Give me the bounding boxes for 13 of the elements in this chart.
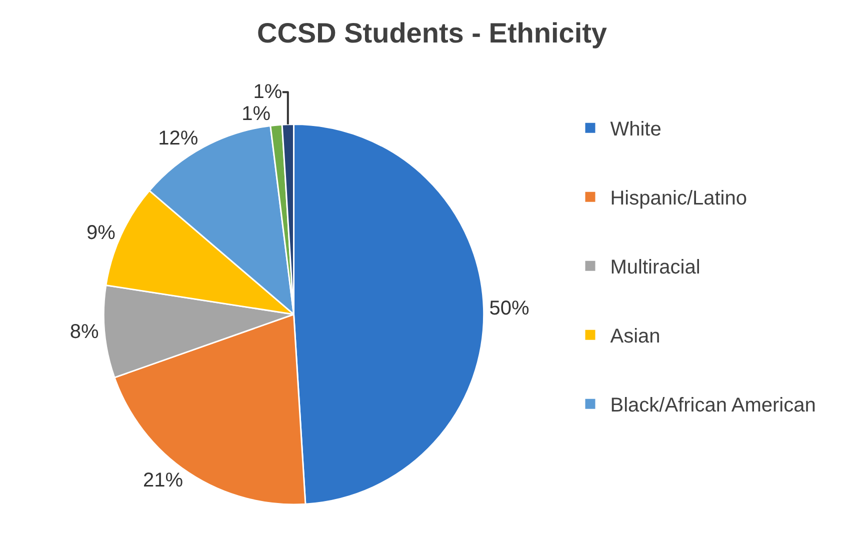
data-label: 1% [242,103,271,126]
chart-title: CCSD Students - Ethnicity [256,17,608,48]
legend-label: Black/African American [610,394,816,417]
data-label: 8% [70,320,99,343]
data-label: 50% [489,297,530,320]
legend-label: Multiracial [610,256,700,279]
data-label: 12% [158,127,198,150]
data-label: 1% [253,81,282,104]
legend-label: White [610,118,662,141]
data-label: 9% [86,222,116,244]
legend-label: Hispanic/Latino [610,188,747,210]
legend-label: Asian [610,326,660,348]
data-label: 21% [143,469,184,492]
